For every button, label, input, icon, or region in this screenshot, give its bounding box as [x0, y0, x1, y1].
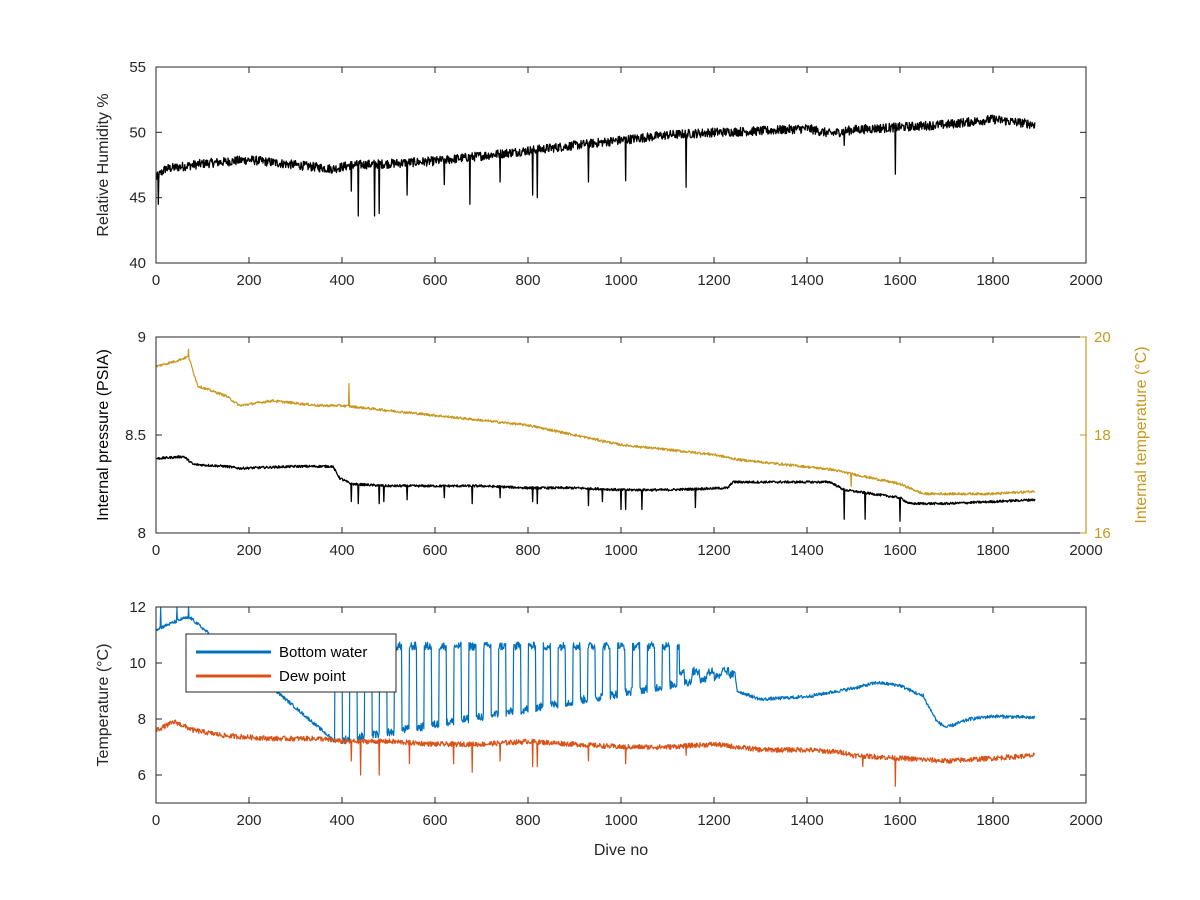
x-tick-label: 1600 [883, 812, 916, 829]
y-tick-label: 6 [138, 767, 146, 784]
series-line-bottom-water [156, 607, 1036, 745]
x-tick-label: 1000 [604, 272, 637, 289]
y-tick-label: 50 [129, 124, 146, 141]
legend-entry: Dew point [279, 668, 347, 685]
x-tick-label: 600 [422, 272, 447, 289]
series-group [156, 114, 1036, 217]
y2-axis-label: Internal temperature (°C) [1133, 346, 1150, 523]
y-tick-label: 8.5 [125, 427, 146, 444]
x-tick-label: 800 [515, 542, 540, 559]
x-tick-label: 0 [152, 272, 160, 289]
x-tick-label: 1800 [976, 812, 1009, 829]
y2-tick-label: 16 [1094, 525, 1111, 542]
y2-tick-label: 20 [1094, 329, 1111, 346]
x-tick-label: 0 [152, 542, 160, 559]
chart-panel-3: 0 200 400 600 800 1000 1200 1400 1600 1800 2000 6 8 1… [95, 599, 1103, 859]
legend-entry: Bottom water [279, 644, 367, 661]
y-tick-label: 9 [138, 329, 146, 346]
series-line-1 [156, 114, 1036, 217]
legend-box [185, 633, 397, 693]
series-group [156, 348, 1036, 522]
y-axis-label: Relative Humidity % [95, 93, 112, 236]
x-tick-label: 600 [422, 542, 447, 559]
series-line-dew-point [156, 719, 1036, 787]
x-tick-label: 1800 [976, 272, 1009, 289]
x-tick-label: 400 [329, 812, 354, 829]
y-tick-label: 45 [129, 190, 146, 207]
y2-tick-label: 18 [1094, 427, 1111, 444]
x-tick-label: 800 [515, 272, 540, 289]
x-tick-label: 200 [236, 812, 261, 829]
y-tick-label: 10 [129, 655, 146, 672]
x-tick-label: 600 [422, 812, 447, 829]
x-tick-label: 200 [236, 272, 261, 289]
series-line-1 [156, 455, 1036, 522]
series-group [156, 607, 1036, 787]
y-axis-label: Internal pressure (PSIA) [95, 349, 112, 521]
x-tick-label: 800 [515, 812, 540, 829]
x-tick-label: 1200 [697, 812, 730, 829]
x-tick-label: 400 [329, 272, 354, 289]
chart-panel-2: 0 200 400 600 800 1000 1200 1400 1600 1800 2000 8 8.… [95, 329, 1150, 559]
x-tick-label: 1400 [790, 812, 823, 829]
y-tick-label: 8 [138, 525, 146, 542]
chart-panel-1: 0 200 400 600 800 1000 1200 1400 1600 1800 2000 40 4… [95, 59, 1103, 289]
x-axis-label: Dive no [594, 842, 648, 859]
y-tick-label: 12 [129, 599, 146, 616]
x-tick-label: 2000 [1069, 812, 1102, 829]
x-tick-label: 200 [236, 542, 261, 559]
x-tick-label: 1400 [790, 272, 823, 289]
x-tick-label: 1000 [604, 812, 637, 829]
x-tick-label: 2000 [1069, 542, 1102, 559]
x-tick-label: 1600 [883, 542, 916, 559]
y-tick-label: 8 [138, 711, 146, 728]
series-line-2 [156, 348, 1036, 496]
x-tick-label: 0 [152, 812, 160, 829]
y-axis-label: Temperature (°C) [95, 644, 112, 767]
x-tick-label: 1400 [790, 542, 823, 559]
legend: Bottom water Dew point [185, 633, 397, 693]
x-tick-label: 1200 [697, 272, 730, 289]
x-tick-label: 1800 [976, 542, 1009, 559]
y-tick-label: 55 [129, 59, 146, 76]
x-tick-label: 1600 [883, 272, 916, 289]
x-tick-label: 1000 [604, 542, 637, 559]
x-tick-label: 2000 [1069, 272, 1102, 289]
x-tick-label: 1200 [697, 542, 730, 559]
x-tick-label: 400 [329, 542, 354, 559]
y-tick-label: 40 [129, 255, 146, 272]
